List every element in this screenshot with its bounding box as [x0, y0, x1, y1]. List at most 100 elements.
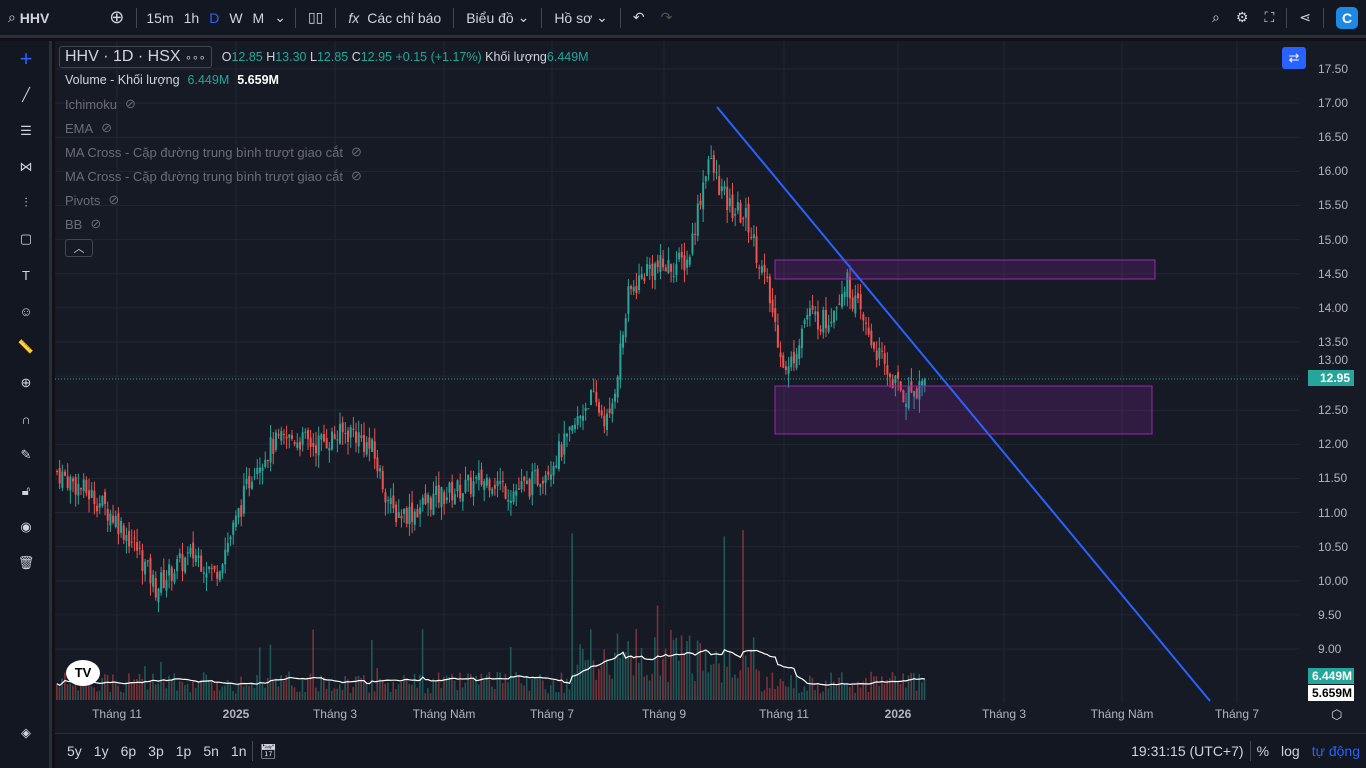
symbol-title[interactable]: HHV · 1D · HSX ∘∘∘ [59, 46, 212, 68]
magnet-icon[interactable]: ∩ [21, 411, 31, 427]
chart-menu[interactable]: Biểu đồ ⌄ [466, 9, 530, 26]
rectangle-icon[interactable]: ▢ [19, 231, 33, 246]
volume-bar [651, 673, 654, 700]
candle [245, 478, 248, 484]
indicator-ma-cross-2[interactable]: MA Cross - Cặp đường trung bình trượt gi… [65, 168, 362, 184]
interval-d[interactable]: D [209, 9, 220, 26]
range-1y[interactable]: 1y [93, 743, 109, 759]
lock-icon[interactable]: 🔓︎ [21, 483, 31, 498]
log-toggle[interactable]: log [1281, 743, 1300, 759]
candle [72, 478, 75, 482]
indicator-bb[interactable]: BB ⊘ [65, 216, 102, 232]
layers-icon[interactable]: ◈ [21, 725, 31, 740]
volume-bar [413, 674, 416, 700]
price-axis[interactable]: 17.50 17.00 16.50 16.00 15.50 15.00 14.50 14.00… [1300, 41, 1366, 703]
range-1n[interactable]: 1n [230, 743, 247, 759]
clock[interactable]: 19:31:15 (UTC+7) [1131, 743, 1244, 759]
pattern-icon[interactable]: ⋈ [19, 159, 33, 174]
fib-icon[interactable]: ☰ [20, 123, 32, 138]
candle [654, 263, 657, 281]
zoom-in-icon[interactable]: ⊕ [20, 375, 32, 390]
interval-w[interactable]: W [229, 9, 243, 26]
date-range-icon[interactable]: 📅︎ [259, 742, 278, 759]
volume-bar [686, 641, 688, 700]
share-icon[interactable]: ⋖ [1299, 9, 1311, 25]
interval-m[interactable]: M [252, 9, 265, 26]
price-chart[interactable] [0, 0, 1366, 733]
range-5y[interactable]: 5y [67, 743, 82, 759]
indicator-ma-cross-1[interactable]: MA Cross - Cặp đường trung bình trượt gi… [65, 144, 362, 160]
quick-search-icon[interactable]: ⌕ [1212, 9, 1220, 25]
range-1p[interactable]: 1p [175, 743, 192, 759]
redo-icon[interactable]: ↷ [660, 9, 673, 25]
indicator-ichimoku[interactable]: Ichimoku ⊘ [65, 96, 136, 112]
fullscreen-icon[interactable]: ⛶ [1264, 9, 1275, 25]
more-icon[interactable]: ∘∘∘ [185, 52, 206, 64]
ruler-icon[interactable]: 📏 [17, 339, 35, 354]
volume-bar [64, 672, 66, 700]
percent-toggle[interactable]: % [1256, 743, 1270, 759]
candle [368, 437, 371, 449]
collapse-legend-button[interactable]: ︿ [65, 239, 93, 257]
candle [897, 371, 900, 379]
volume-bar [90, 686, 93, 700]
gear-icon[interactable]: ⚙ [1235, 9, 1249, 25]
volume-bar [416, 687, 419, 700]
volume-bar [469, 674, 472, 700]
volume-bar [269, 644, 272, 700]
candle [74, 477, 77, 495]
candle [314, 445, 317, 454]
volume-bar [499, 672, 501, 700]
scale-mode-button[interactable]: ⇄ [1282, 47, 1306, 69]
volume-bar [867, 691, 870, 700]
interval-1h[interactable]: 1h [183, 9, 200, 26]
candle [560, 444, 563, 458]
volume-bar [365, 682, 368, 700]
volume-bar [232, 691, 234, 700]
eye-icon[interactable]: ◉ [20, 519, 32, 534]
axis-settings-icon[interactable]: ⬡ [1331, 707, 1343, 722]
candle [598, 402, 601, 413]
interval-15m[interactable]: 15m [146, 9, 174, 26]
candle [568, 426, 571, 431]
volume-bar [448, 677, 451, 700]
indicators-button[interactable]: fx Các chỉ báo [348, 9, 442, 26]
compare-add-icon[interactable]: ⊕ [109, 7, 125, 27]
range-5n[interactable]: 5n [203, 743, 219, 759]
candle-type-icon[interactable]: ▯▯ [307, 9, 324, 25]
indicator-ema[interactable]: EMA ⊘ [65, 120, 113, 136]
undo-icon[interactable]: ↶ [632, 9, 645, 25]
volume-bar [915, 690, 918, 700]
volume-bar [245, 684, 248, 700]
range-6p[interactable]: 6p [120, 743, 137, 759]
support-zone[interactable] [774, 385, 1153, 435]
volume-bar [750, 649, 752, 700]
trash-icon[interactable]: 🗑︎ [17, 555, 35, 570]
trendline-icon[interactable]: ╱ [22, 87, 30, 102]
chevron-down-icon[interactable]: ⌄ [274, 9, 286, 25]
prediction-icon[interactable]: ⫶ [24, 195, 28, 210]
eye-off-icon: ⊘ [108, 192, 120, 207]
candle [427, 494, 430, 503]
symbol-search[interactable]: ⌕ HHV [8, 9, 50, 26]
volume-bar [891, 672, 894, 700]
trendline[interactable] [716, 106, 1211, 702]
volume-bar [61, 678, 63, 700]
volume-bar [552, 680, 555, 700]
chart-area[interactable] [55, 41, 1366, 733]
candle [710, 158, 713, 160]
price-tick: 17.00 [1318, 96, 1349, 111]
text-icon[interactable]: T [22, 267, 30, 283]
volume-bar [250, 681, 253, 700]
emoji-icon[interactable]: ☺ [19, 303, 33, 319]
indicator-pivots[interactable]: Pivots ⊘ [65, 192, 120, 208]
resistance-zone[interactable] [774, 259, 1156, 280]
pencil-lock-icon[interactable]: ✎ [20, 447, 32, 462]
volume-bar [827, 688, 830, 700]
crosshair-icon[interactable]: + [19, 46, 33, 71]
auto-toggle[interactable]: tự động [1311, 743, 1360, 759]
profile-menu[interactable]: Hồ sơ ⌄ [554, 9, 608, 26]
range-3p[interactable]: 3p [148, 743, 164, 759]
candle [451, 481, 454, 501]
candle [718, 176, 721, 195]
